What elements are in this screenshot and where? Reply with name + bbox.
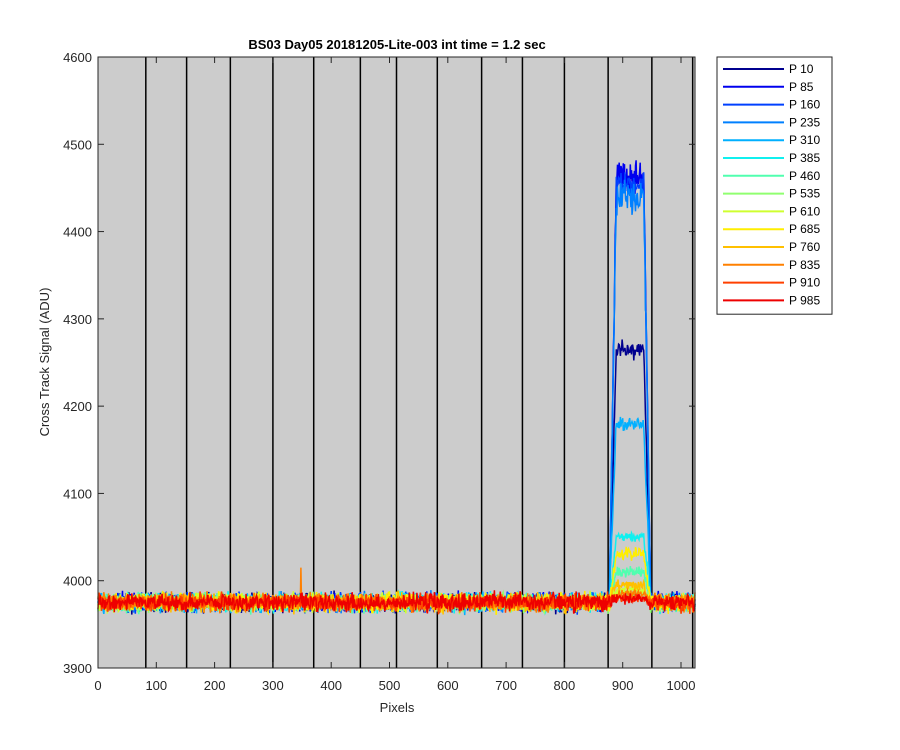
- legend-label-3: P 235: [789, 115, 820, 129]
- x-axis-ticks: 0 100 200 300 400 500 600 700 800 900 1000: [94, 57, 695, 693]
- legend-label-2: P 160: [789, 98, 820, 112]
- y-axis-ticks: 3900 4000 4100 4200 4300 4400 4500 4600: [63, 50, 695, 676]
- x-tick-label-0: 0: [94, 678, 101, 693]
- legend-box: [716, 56, 833, 315]
- y-tick-label-4000: 4000: [63, 574, 92, 589]
- legend-label-5: P 385: [789, 151, 820, 165]
- legend-label-8: P 610: [789, 204, 820, 218]
- x-tick-label-200: 200: [204, 678, 226, 693]
- x-tick-label-700: 700: [495, 678, 517, 693]
- x-tick-label-500: 500: [379, 678, 401, 693]
- legend-label-12: P 910: [789, 276, 820, 290]
- series-line-p-985: [97, 590, 696, 614]
- legend-label-9: P 685: [789, 222, 820, 236]
- x-tick-label-1000: 1000: [667, 678, 696, 693]
- legend-label-0: P 10: [789, 62, 814, 76]
- y-tick-label-4200: 4200: [63, 399, 92, 414]
- legend-label-10: P 760: [789, 240, 820, 254]
- legend-label-13: P 985: [789, 293, 820, 307]
- y-tick-label-3900: 3900: [63, 661, 92, 676]
- axes: [97, 56, 696, 669]
- y-tick-label-4500: 4500: [63, 137, 92, 152]
- y-tick-label-4100: 4100: [63, 486, 92, 501]
- legend-label-4: P 310: [789, 133, 820, 147]
- vertical-lines: [145, 57, 694, 668]
- legend-label-7: P 535: [789, 187, 820, 201]
- x-tick-label-100: 100: [145, 678, 167, 693]
- chart-title: BS03 Day05 20181205-Lite-003 int time = …: [248, 37, 545, 52]
- legend: P 10 P 85 P 160 P 235 P 310 P 385 P 460 P 535 P …: [716, 56, 833, 315]
- x-tick-label-900: 900: [612, 678, 634, 693]
- legend-label-11: P 835: [789, 258, 820, 272]
- y-tick-label-4600: 4600: [63, 50, 92, 65]
- x-tick-label-400: 400: [320, 678, 342, 693]
- x-tick-label-300: 300: [262, 678, 284, 693]
- x-tick-label-800: 800: [554, 678, 576, 693]
- axes-box: [97, 56, 696, 669]
- y-tick-label-4400: 4400: [63, 225, 92, 240]
- legend-label-6: P 460: [789, 169, 820, 183]
- x-axis-label: Pixels: [380, 700, 415, 715]
- y-axis-label: Cross Track Signal (ADU): [37, 288, 52, 437]
- legend-label-1: P 85: [789, 80, 814, 94]
- y-tick-label-4300: 4300: [63, 312, 92, 327]
- series-lines: [97, 160, 696, 616]
- x-tick-label-600: 600: [437, 678, 459, 693]
